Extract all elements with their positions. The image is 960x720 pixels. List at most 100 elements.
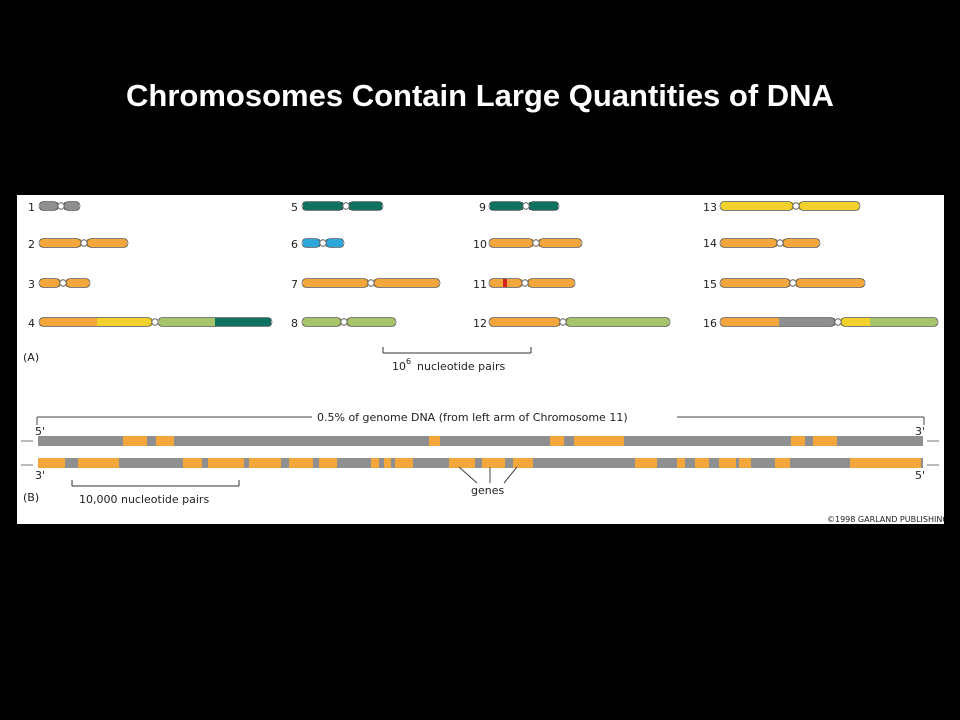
- bottom-strand-gene: [677, 458, 685, 468]
- top-strand-gene: [123, 436, 147, 446]
- scale-bar-exponent: 6: [406, 357, 411, 366]
- top-strand-gene: [574, 436, 624, 446]
- panel-a-scale-bar: 10 6 nucleotide pairs: [382, 347, 532, 373]
- chromosomes: [38, 201, 939, 327]
- chromosome-8-segment: [347, 318, 395, 326]
- bottom-strand-left-end: 3': [35, 469, 45, 482]
- chromosome-16: [719, 317, 939, 327]
- chromosome-label-10: 10: [473, 238, 487, 251]
- panel-b-scale-bar: 10,000 nucleotide pairs: [71, 480, 240, 506]
- chromosome-12: [488, 317, 671, 327]
- chromosome-11: [488, 278, 576, 288]
- chromosome-9: [488, 201, 560, 211]
- panel-b-label: (B): [23, 491, 39, 504]
- chromosome-1-segment: [40, 202, 58, 210]
- bottom-strand-gene: [183, 458, 202, 468]
- centromere: [532, 239, 540, 247]
- chromosome-10-segment: [490, 239, 533, 247]
- panel-a: 1 2 3 4 5 6 7 8 9 10 11 12 13 14 15 16 (…: [23, 201, 939, 373]
- chromosome-label-9: 9: [479, 201, 486, 214]
- centromere: [521, 279, 529, 287]
- chromosome-9-segment: [490, 202, 523, 210]
- centromere: [319, 239, 327, 247]
- centromere: [367, 279, 375, 287]
- chromosome-16-segment: [841, 318, 870, 326]
- scale-bar-base: 10: [392, 360, 406, 373]
- chromosome-3: [38, 278, 91, 288]
- chromosome-label-3: 3: [28, 278, 35, 291]
- chromosome-13-segment: [799, 202, 859, 210]
- bottom-strand-gene: [249, 458, 281, 468]
- bottom-strand-gene: [38, 458, 65, 468]
- centromere: [559, 318, 567, 326]
- chromosome-8: [301, 317, 397, 327]
- top-strand-left-end: 5': [35, 425, 45, 438]
- bottom-strand-gene: [289, 458, 313, 468]
- centromere: [151, 318, 159, 326]
- centromere: [522, 202, 530, 210]
- panel-b-caption: 0.5% of genome DNA (from left arm of Chr…: [317, 411, 628, 424]
- top-strand-gene: [550, 436, 564, 446]
- chromosome-5-segment: [303, 202, 343, 210]
- top-strand-gene: [791, 436, 805, 446]
- centromere: [776, 239, 784, 247]
- chromosome-3-segment: [40, 279, 60, 287]
- chromosome-11-segment: [528, 279, 574, 287]
- chromosome-4-segment: [97, 318, 152, 326]
- chromosome-5-segment: [349, 202, 382, 210]
- chromosome-7-segment: [374, 279, 439, 287]
- chromosome-16-segment: [870, 318, 937, 326]
- chromosome-label-8: 8: [291, 317, 298, 330]
- chromosome-label-1: 1: [28, 201, 35, 214]
- chromosome-4-segment: [215, 318, 271, 326]
- chromosome-15-segment: [721, 279, 790, 287]
- chromosome-13: [719, 201, 861, 211]
- bottom-strand-gene: [482, 458, 505, 468]
- top-strand-gene: [813, 436, 837, 446]
- bottom-strand-gene: [208, 458, 244, 468]
- centromere: [80, 239, 88, 247]
- chromosome-7-segment: [303, 279, 368, 287]
- chromosome-4-segment: [159, 318, 215, 326]
- bottom-strand-gene: [384, 458, 391, 468]
- bottom-strand-gene: [449, 458, 475, 468]
- chromosome-6-segment: [303, 239, 320, 247]
- chromosome-4-segment: [40, 318, 97, 326]
- panel-b: 0.5% of genome DNA (from left arm of Chr…: [21, 411, 944, 524]
- bottom-strand-gene: [371, 458, 379, 468]
- chromosome-1: [38, 201, 81, 211]
- chromosome-16-segment: [779, 318, 835, 326]
- centromere: [789, 279, 797, 287]
- top-strand-gene: [156, 436, 174, 446]
- bottom-strand-gene: [739, 458, 751, 468]
- bottom-strand-gene: [850, 458, 921, 468]
- chromosome-2-segment: [40, 239, 81, 247]
- top-strand: [38, 436, 923, 446]
- top-strand-gene: [429, 436, 440, 446]
- scale-bar-unit: nucleotide pairs: [417, 360, 505, 373]
- dna-strands: [38, 436, 923, 468]
- bottom-strand-gene: [78, 458, 119, 468]
- chromosome-label-11: 11: [473, 278, 487, 291]
- chromosome-13-segment: [721, 202, 793, 210]
- centromere: [340, 318, 348, 326]
- bottom-strand-gene: [775, 458, 790, 468]
- top-strand-right-end: 3': [915, 425, 925, 438]
- credit-text: ©1998 GARLAND PUBLISHING: [827, 515, 944, 524]
- bottom-strand-right-end: 5': [915, 469, 925, 482]
- chromosome-3-segment: [66, 279, 89, 287]
- chromosome-label-15: 15: [703, 278, 717, 291]
- chromosome-label-5: 5: [291, 201, 298, 214]
- chromosome-label-12: 12: [473, 317, 487, 330]
- chromosome-label-4: 4: [28, 317, 35, 330]
- chromosome-label-2: 2: [28, 238, 35, 251]
- genes-label: genes: [471, 484, 504, 497]
- slide-title: Chromosomes Contain Large Quantities of …: [126, 78, 834, 113]
- chromosome-5: [301, 201, 384, 211]
- chromosome-diagram: 1 2 3 4 5 6 7 8 9 10 11 12 13 14 15 16 (…: [21, 201, 944, 524]
- chromosome-12-segment: [566, 318, 669, 326]
- centromere: [792, 202, 800, 210]
- chromosome-6-segment: [326, 239, 343, 247]
- chromosome-9-segment: [529, 202, 558, 210]
- chromosome-label-14: 14: [703, 237, 717, 250]
